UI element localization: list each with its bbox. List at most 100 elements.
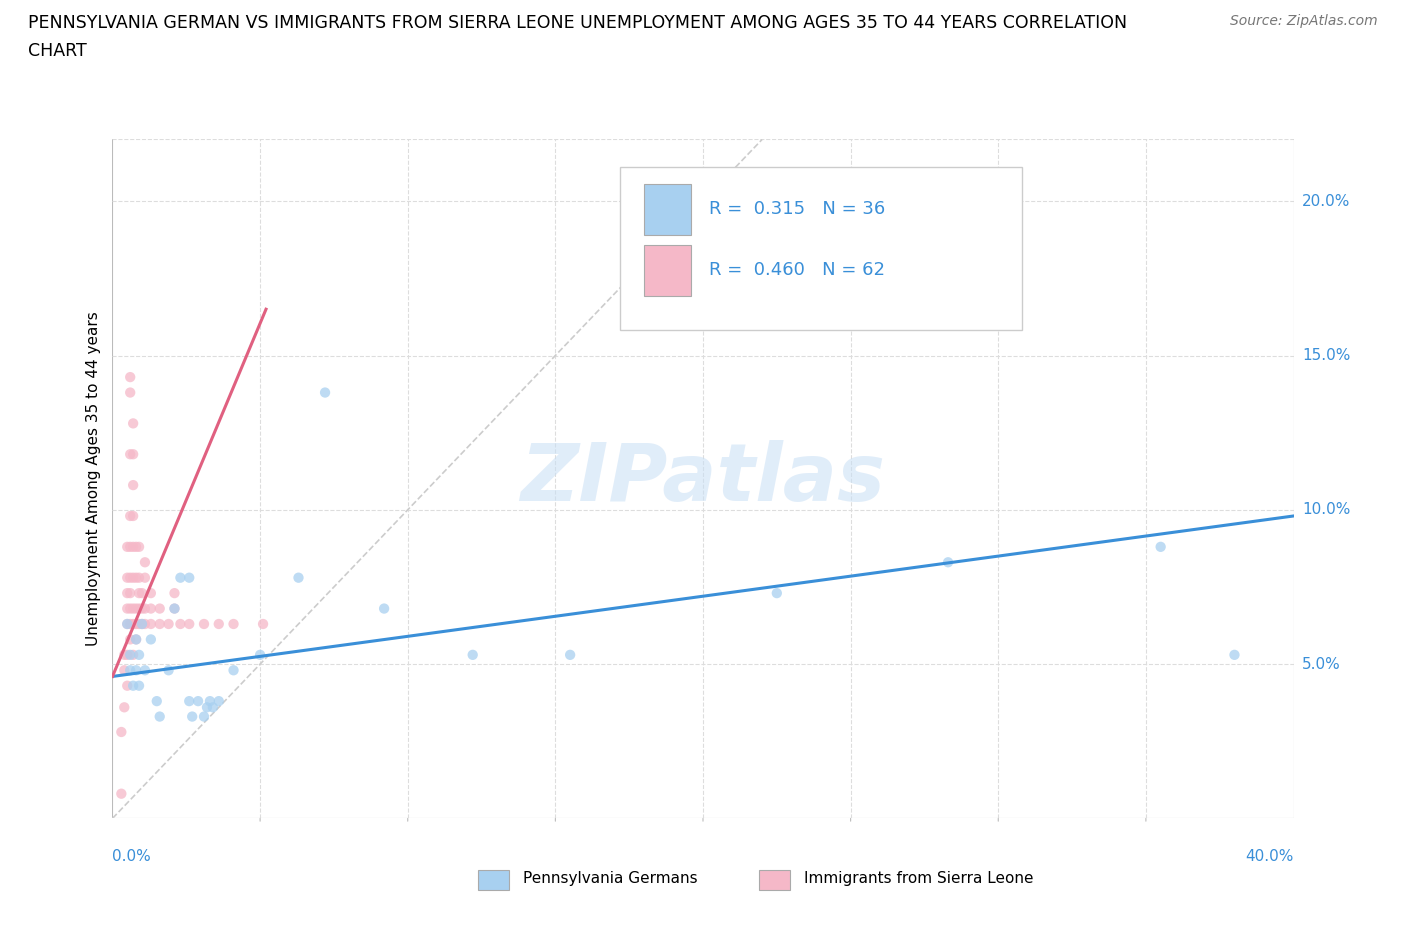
Point [125, 632, 148, 647]
Point [193, 617, 215, 631]
Point [149, 617, 172, 631]
Point [110, 724, 132, 739]
Point [122, 678, 145, 693]
Text: 20.0%: 20.0% [1302, 193, 1350, 208]
Point [120, 586, 142, 601]
Point [163, 586, 186, 601]
Point [117, 617, 138, 631]
Point [117, 617, 138, 631]
Point [125, 663, 148, 678]
Point [122, 509, 145, 524]
Point [134, 617, 156, 631]
Point [314, 385, 336, 400]
Point [128, 647, 150, 662]
Point [134, 555, 156, 570]
Point [222, 663, 245, 678]
Text: 5.0%: 5.0% [1302, 657, 1340, 671]
Point [134, 570, 156, 585]
Point [461, 647, 484, 662]
Point [122, 416, 145, 431]
Text: Pennsylvania Germans: Pennsylvania Germans [523, 871, 697, 886]
Point [373, 601, 395, 616]
Point [120, 663, 142, 678]
Point [122, 570, 145, 585]
Point [249, 647, 271, 662]
FancyBboxPatch shape [644, 183, 692, 234]
Point [157, 617, 180, 631]
Point [125, 539, 148, 554]
Point [139, 617, 162, 631]
Point [128, 601, 150, 616]
Point [139, 601, 162, 616]
Text: ZIPatlas: ZIPatlas [520, 440, 886, 518]
Point [139, 586, 162, 601]
Text: R =  0.460   N = 62: R = 0.460 N = 62 [709, 261, 884, 279]
Point [122, 617, 145, 631]
Text: Immigrants from Sierra Leone: Immigrants from Sierra Leone [804, 871, 1033, 886]
Point [120, 617, 142, 631]
Point [117, 586, 138, 601]
Point [131, 601, 153, 616]
FancyBboxPatch shape [620, 166, 1022, 329]
Point [117, 647, 138, 662]
Point [201, 700, 224, 715]
Point [149, 601, 172, 616]
Point [287, 570, 309, 585]
Point [117, 539, 138, 554]
Text: 40.0%: 40.0% [1246, 849, 1294, 864]
Point [936, 555, 959, 570]
Point [122, 539, 145, 554]
Point [120, 509, 142, 524]
Point [128, 586, 150, 601]
Point [179, 570, 201, 585]
Point [120, 539, 142, 554]
Point [1150, 539, 1173, 554]
Point [181, 709, 204, 724]
Point [120, 385, 142, 400]
Point [125, 632, 148, 647]
Point [120, 446, 142, 461]
Point [128, 617, 150, 631]
Text: R =  0.315   N = 36: R = 0.315 N = 36 [709, 200, 886, 219]
Point [120, 570, 142, 585]
Point [134, 601, 156, 616]
Text: 10.0%: 10.0% [1302, 502, 1350, 517]
Point [1223, 647, 1246, 662]
Point [122, 446, 145, 461]
Point [146, 694, 169, 709]
Point [169, 617, 191, 631]
Point [122, 647, 145, 662]
Point [134, 663, 156, 678]
Text: 15.0%: 15.0% [1302, 348, 1350, 363]
Point [112, 663, 135, 678]
Point [193, 709, 215, 724]
Point [120, 647, 142, 662]
Point [169, 570, 191, 585]
Point [120, 632, 142, 647]
Point [139, 632, 162, 647]
Point [131, 617, 153, 631]
Point [125, 570, 148, 585]
Point [179, 617, 201, 631]
Point [163, 601, 186, 616]
Point [125, 617, 148, 631]
Point [112, 647, 135, 662]
Text: CHART: CHART [28, 42, 87, 60]
Point [179, 694, 201, 709]
Point [120, 601, 142, 616]
Point [195, 700, 218, 715]
Point [112, 700, 135, 715]
Point [122, 478, 145, 493]
Point [131, 617, 153, 631]
Point [128, 570, 150, 585]
Point [208, 694, 231, 709]
Point [120, 370, 142, 385]
Point [157, 663, 180, 678]
Point [163, 601, 186, 616]
Point [187, 694, 209, 709]
Point [110, 786, 132, 801]
Point [117, 678, 138, 693]
Point [766, 586, 789, 601]
Point [208, 617, 231, 631]
Point [222, 617, 245, 631]
